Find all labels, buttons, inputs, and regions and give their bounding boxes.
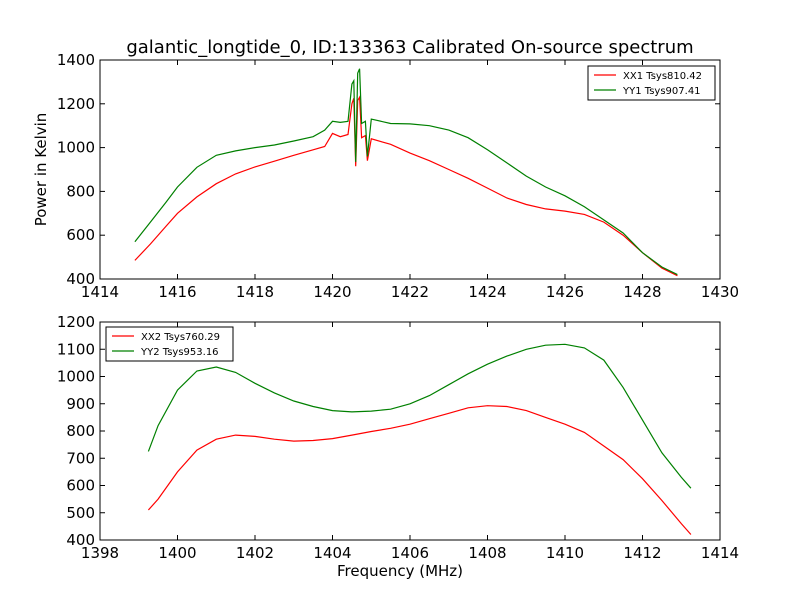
top-subplot: 1414 1416 1418 1420 1422 1424 1426 1428 1430 400 6… [32,51,739,301]
y-tick-label: 600 [66,477,95,495]
y-tick-label: 1200 [57,313,95,331]
series-line-yy1 [134,68,678,276]
x-tick-label: 1410 [546,544,584,562]
y-tick-label: 800 [66,182,95,200]
y-tick-label: 1400 [57,51,95,69]
x-tick-label: 1414 [701,544,739,562]
legend-entry: XX2 Tsys760.29 [141,332,220,343]
x-tick-label: 1398 [81,544,119,562]
x-tick-label: 1424 [468,283,506,301]
legend-box [105,326,234,362]
legend: XX1 Tsys810.42 YY1 Tsys907.41 [587,65,716,101]
series-line-xx2 [147,405,692,535]
x-tick-label: 1430 [701,283,739,301]
legend-entry: YY2 Tsys953.16 [140,347,219,358]
x-tick-label: 1414 [81,283,119,301]
x-tick-label: 1412 [623,544,661,562]
x-axis-label: Frequency (MHz) [337,562,463,580]
x-tick-label: 1402 [236,544,274,562]
series-line-yy2 [147,343,692,489]
x-tick-label: 1408 [468,544,506,562]
x-tick-label: 1420 [313,283,351,301]
y-tick-label: 900 [66,395,95,413]
y-tick-label: 1000 [57,139,95,157]
legend: XX2 Tsys760.29 YY2 Tsys953.16 [105,326,234,362]
y-tick-label: 1000 [57,368,95,386]
legend-entry: YY1 Tsys907.41 [622,86,701,97]
series-line-xx1 [134,95,678,277]
x-tick-label: 1416 [158,283,196,301]
x-tick-label: 1406 [391,544,429,562]
y-axis-label: Power in Kelvin [32,113,50,227]
y-tick-label: 400 [66,270,95,288]
legend-entry: XX1 Tsys810.42 [623,71,702,82]
y-tick-label: 1200 [57,95,95,113]
x-tick-label: 1422 [391,283,429,301]
x-tick-label: 1400 [158,544,196,562]
y-tick-label: 500 [66,504,95,522]
y-tick-label: 700 [66,449,95,467]
x-tick-label: 1404 [313,544,351,562]
y-tick-label: 800 [66,422,95,440]
figure-title: galantic_longtide_0, ID:133363 Calibrate… [126,37,693,58]
y-tick-label: 1100 [57,340,95,358]
x-tick-label: 1426 [546,283,584,301]
x-tick-label: 1428 [623,283,661,301]
legend-box [587,65,716,101]
y-tick-label: 600 [66,226,95,244]
x-tick-label: 1418 [236,283,274,301]
y-tick-label: 400 [66,531,95,549]
bottom-subplot: 1398 1400 1402 1404 1406 1408 1410 1412 1414 400 5… [57,313,739,580]
